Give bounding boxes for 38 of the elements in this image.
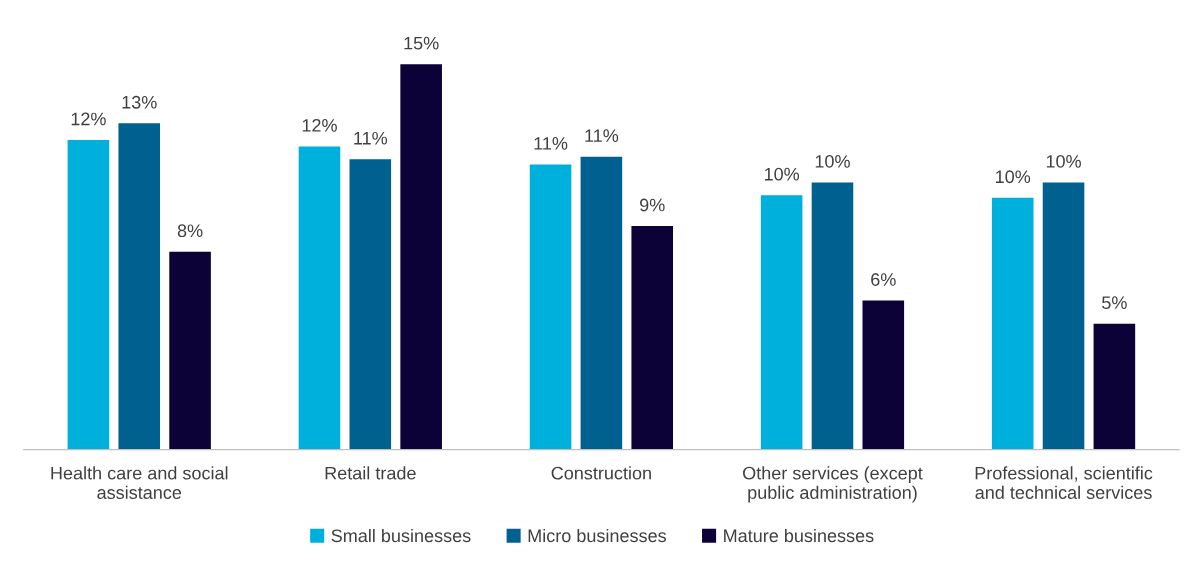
x-tick-label: Other services (except public administration) <box>743 466 923 503</box>
bar <box>67 140 110 450</box>
x-tick-label: Construction <box>551 466 651 480</box>
data-label: 8% <box>177 224 203 238</box>
data-label: 6% <box>871 273 896 286</box>
bar <box>1042 182 1085 450</box>
bar <box>529 164 572 450</box>
bar <box>349 159 392 450</box>
bar <box>580 156 623 450</box>
legend-label: Micro businesses <box>528 528 666 543</box>
data-label: 11% <box>534 137 568 150</box>
data-label: 5% <box>1102 296 1127 310</box>
data-label: 15% <box>404 36 439 50</box>
x-tick-label: Health care and social assistance <box>51 466 228 499</box>
data-label: 11% <box>354 131 388 145</box>
data-label: 10% <box>1046 154 1081 168</box>
bar <box>811 182 854 450</box>
bar <box>631 226 674 450</box>
bar <box>169 251 211 450</box>
x-tick-label: Professional, scientific and technical services <box>975 466 1153 499</box>
data-label: 12% <box>71 112 106 126</box>
data-label: 10% <box>815 154 850 168</box>
bar <box>1093 323 1136 450</box>
data-label: 13% <box>122 95 157 109</box>
data-label: 12% <box>302 118 337 132</box>
bar <box>862 300 905 450</box>
legend-label: Mature businesses <box>724 528 874 543</box>
data-label: 10% <box>996 170 1031 184</box>
data-label: 11% <box>585 129 619 142</box>
bar <box>991 197 1034 450</box>
legend-label: Small businesses <box>331 528 471 543</box>
x-tick-label: Retail trade <box>325 466 416 480</box>
bar <box>760 195 803 450</box>
data-label: 9% <box>640 198 665 212</box>
bar <box>298 146 341 450</box>
bar <box>118 123 161 450</box>
bar <box>400 64 442 450</box>
data-label: 10% <box>764 167 800 181</box>
